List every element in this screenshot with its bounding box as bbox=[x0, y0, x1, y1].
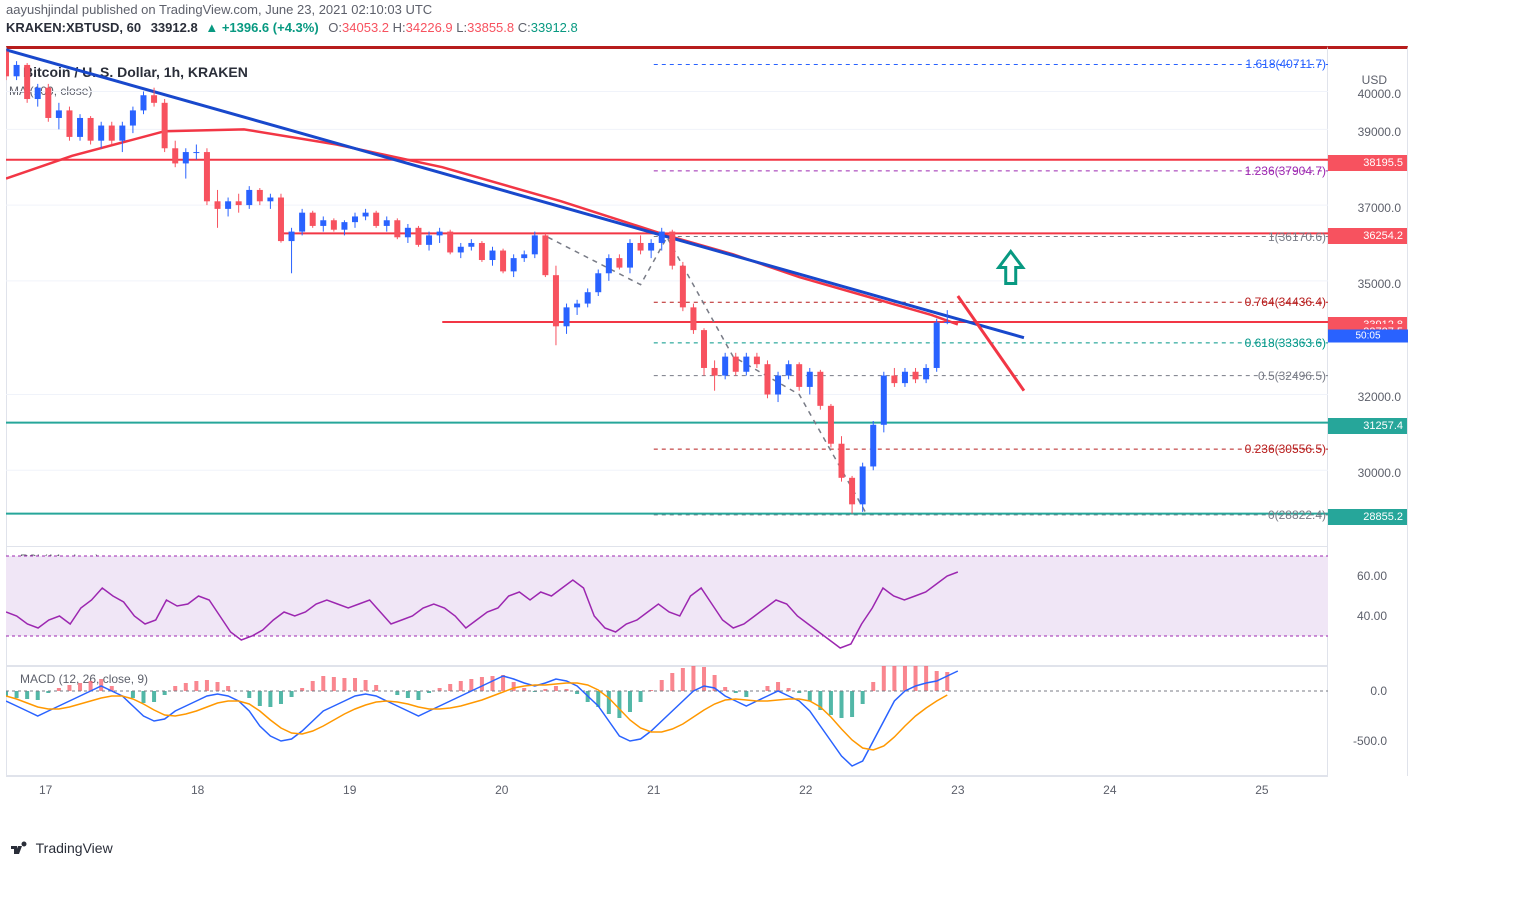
fib-level-label: 0.236(30556.5) bbox=[1245, 442, 1326, 456]
y-unit-label: USD bbox=[1362, 73, 1387, 87]
price-tag: 31257.4 bbox=[1328, 418, 1407, 434]
x-tick: 17 bbox=[39, 783, 52, 797]
x-tick: 25 bbox=[1255, 783, 1268, 797]
rsi-y-axis[interactable]: 40.00 60.00 bbox=[1328, 546, 1408, 666]
x-tick: 19 bbox=[343, 783, 356, 797]
macd-y-axis[interactable]: -500.0 0.0 bbox=[1328, 666, 1408, 776]
rsi-tick: 40.00 bbox=[1357, 609, 1387, 623]
y-tick: 40000.0 bbox=[1358, 87, 1401, 101]
change-indicator: ▲ +1396.6 (+4.3%) bbox=[205, 20, 318, 35]
time-axis[interactable]: 17 18 19 20 21 22 23 24 25 bbox=[6, 776, 1328, 806]
price-chart-svg bbox=[6, 46, 1328, 546]
publish-credit: aayushjindal published on TradingView.co… bbox=[6, 2, 432, 17]
y-tick: 30000.0 bbox=[1358, 466, 1401, 480]
fib-level-label: 0.5(32496.5) bbox=[1258, 369, 1326, 383]
symbol: KRAKEN:XBTUSD, 60 bbox=[6, 20, 141, 35]
x-tick: 18 bbox=[191, 783, 204, 797]
fib-level-label: 0(28822.4) bbox=[1268, 508, 1326, 522]
price-tag: 28855.2 bbox=[1328, 509, 1407, 525]
x-tick: 22 bbox=[799, 783, 812, 797]
last-price: 33912.8 bbox=[151, 20, 198, 35]
rsi-svg bbox=[6, 546, 1328, 666]
symbol-summary: KRAKEN:XBTUSD, 60 33912.8 ▲ +1396.6 (+4.… bbox=[6, 20, 578, 35]
fib-level-label: 0.764(34436.4) bbox=[1245, 295, 1326, 309]
y-tick: 39000.0 bbox=[1358, 125, 1401, 139]
countdown-timer: 50:05 bbox=[1328, 329, 1408, 342]
fib-level-label: 1.618(40711.7) bbox=[1245, 57, 1326, 71]
y-tick: 37000.0 bbox=[1358, 201, 1401, 215]
macd-tick: -500.0 bbox=[1353, 734, 1387, 748]
price-tag: 38195.5 bbox=[1328, 155, 1407, 171]
y-tick: 32000.0 bbox=[1358, 390, 1401, 404]
ohlc: O:34053.2 H:34226.9 L:33855.8 C:33912.8 bbox=[328, 20, 577, 35]
fib-level-label: 1(36170.6) bbox=[1268, 230, 1326, 244]
x-tick: 24 bbox=[1103, 783, 1116, 797]
macd-tick: 0.0 bbox=[1370, 684, 1387, 698]
price-tag: 36254.2 bbox=[1328, 228, 1407, 244]
x-tick: 23 bbox=[951, 783, 964, 797]
y-tick: 35000.0 bbox=[1358, 277, 1401, 291]
fib-level-label: 1.236(37904.7) bbox=[1245, 164, 1326, 178]
rsi-tick: 60.00 bbox=[1357, 569, 1387, 583]
x-tick: 21 bbox=[647, 783, 660, 797]
price-y-axis[interactable]: USD 30000.0 32000.0 35000.0 37000.0 39000.0 40… bbox=[1328, 46, 1408, 546]
logo-text: TradingView bbox=[36, 840, 113, 856]
tradingview-logo[interactable]: TradingView bbox=[10, 840, 113, 858]
fib-level-label: 0.618(33363.6) bbox=[1245, 336, 1326, 350]
macd-svg bbox=[6, 666, 1328, 776]
x-tick: 20 bbox=[495, 783, 508, 797]
